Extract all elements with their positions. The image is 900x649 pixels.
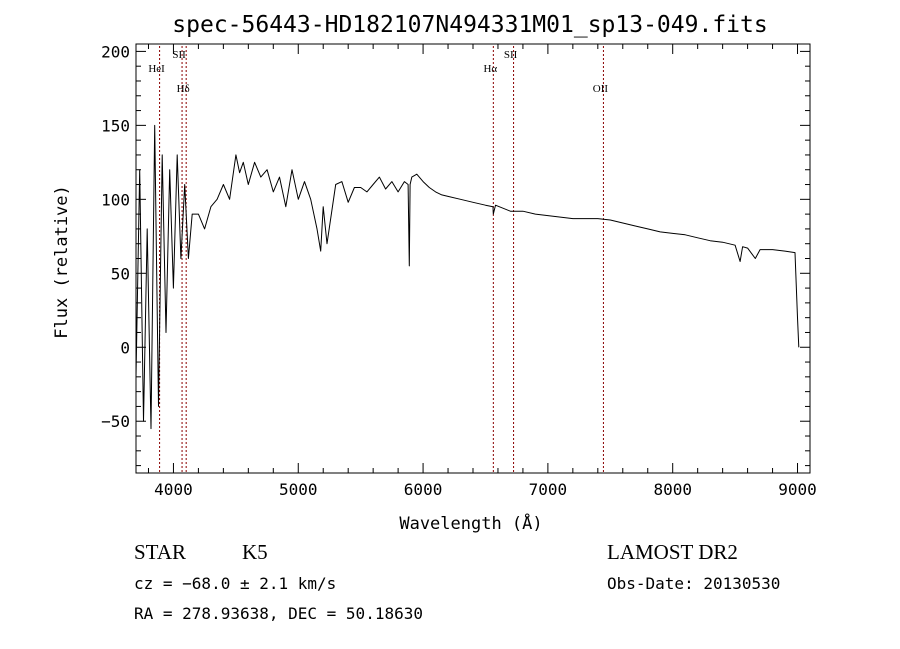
spectrum-line bbox=[135, 124, 800, 430]
spectral-line-label: Hα bbox=[483, 63, 497, 75]
spectrum-series bbox=[135, 124, 800, 430]
x-tick-label: 6000 bbox=[404, 480, 443, 499]
x-tick-label: 4000 bbox=[154, 480, 193, 499]
spectral-line-label: SII bbox=[504, 49, 518, 61]
spectral-line-label: Hδ bbox=[177, 83, 190, 95]
object-subclass: K5 bbox=[242, 540, 268, 564]
x-axis-ticks: 4000 5000 6000 7000 8000 9000 bbox=[147, 44, 817, 499]
chart-title: spec-56443-HD182107N494331M01_sp13-049.f… bbox=[172, 12, 767, 38]
x-axis-label: Wavelength (Å) bbox=[399, 512, 542, 534]
y-tick-label: 100 bbox=[101, 190, 130, 209]
x-tick-label: 9000 bbox=[778, 480, 817, 499]
x-tick-label: 7000 bbox=[529, 480, 568, 499]
survey-label: LAMOST DR2 bbox=[607, 540, 738, 564]
y-tick-label: 0 bbox=[120, 338, 130, 357]
y-tick-label: 50 bbox=[111, 264, 130, 283]
plot-border bbox=[135, 43, 811, 474]
y-tick-label: 150 bbox=[101, 116, 130, 135]
plot-frame bbox=[135, 43, 811, 474]
spectral-line-label: HeI bbox=[148, 63, 165, 75]
x-tick-label: 8000 bbox=[653, 480, 692, 499]
x-tick-label: 5000 bbox=[279, 480, 318, 499]
y-tick-label: −50 bbox=[101, 412, 130, 431]
spectral-line-label: SII bbox=[172, 49, 186, 61]
y-axis-ticks: −50 0 50 100 150 200 bbox=[101, 42, 810, 467]
obs-date-text: Obs-Date: 20130530 bbox=[607, 574, 781, 593]
y-axis-label: Flux (relative) bbox=[52, 185, 72, 339]
y-tick-label: 200 bbox=[101, 42, 130, 61]
line-markers: HeI SII Hδ Hα SII OII bbox=[148, 46, 608, 473]
coordinates-text: RA = 278.93638, DEC = 50.18630 bbox=[134, 604, 423, 623]
object-class: STAR bbox=[134, 540, 186, 564]
redshift-text: cz = −68.0 ± 2.1 km/s bbox=[134, 574, 337, 593]
spectral-line-label: OII bbox=[593, 83, 609, 95]
